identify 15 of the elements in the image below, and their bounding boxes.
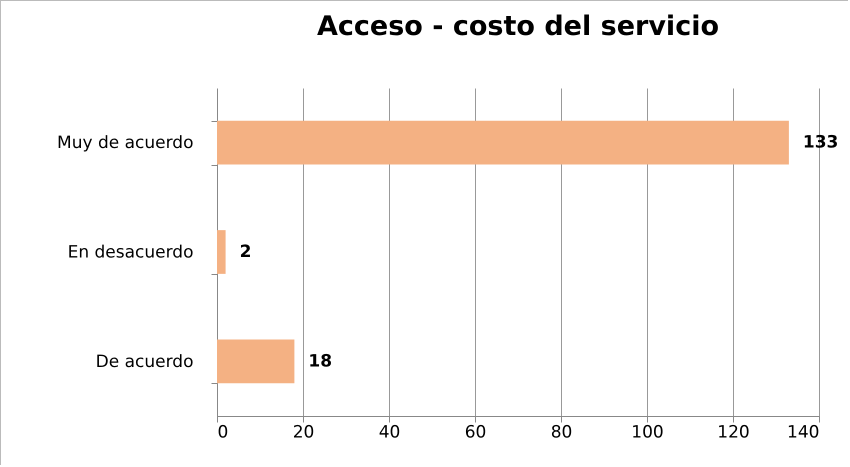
x-tick-label: 40 xyxy=(378,422,400,442)
x-tick-label: 140 xyxy=(787,422,820,442)
x-tick-label: 100 xyxy=(631,422,664,442)
x-tick-label: 60 xyxy=(464,422,486,442)
x-tick-label: 20 xyxy=(292,422,314,442)
y-tick-label: En desacuerdo xyxy=(68,242,194,262)
x-tick-label: 80 xyxy=(550,422,572,442)
x-tick-label: 0 xyxy=(218,422,228,442)
y-tick-label: Muy de acuerdo xyxy=(57,133,194,154)
data-label: 18 xyxy=(308,351,332,372)
data-label: 133 xyxy=(802,132,838,153)
x-tick-label: 120 xyxy=(717,422,750,442)
y-tick-label: De acuerdo xyxy=(96,352,194,372)
data-label: 2 xyxy=(240,242,252,262)
chart-title: Acceso - costo del servicio xyxy=(317,11,719,42)
